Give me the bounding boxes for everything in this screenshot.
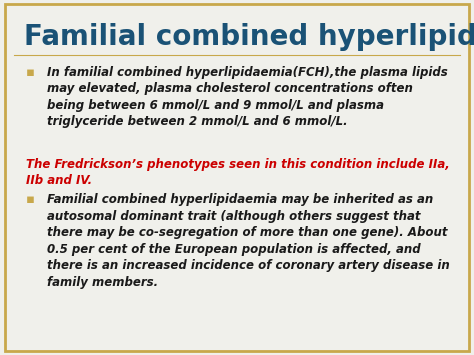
Text: Familial combined hyperlipidaemia may be inherited as an
autosomal dominant trai: Familial combined hyperlipidaemia may be… (47, 193, 450, 289)
Text: ▪: ▪ (26, 193, 35, 207)
Text: Familial combined hyperlipidaemia: Familial combined hyperlipidaemia (24, 23, 474, 51)
Text: ▪: ▪ (26, 66, 35, 79)
Text: The Fredrickson’s phenotypes seen in this condition include IIa,
IIb and IV.: The Fredrickson’s phenotypes seen in thi… (26, 158, 450, 187)
Text: In familial combined hyperlipidaemia(FCH),the plasma lipids
may elevated, plasma: In familial combined hyperlipidaemia(FCH… (47, 66, 448, 128)
